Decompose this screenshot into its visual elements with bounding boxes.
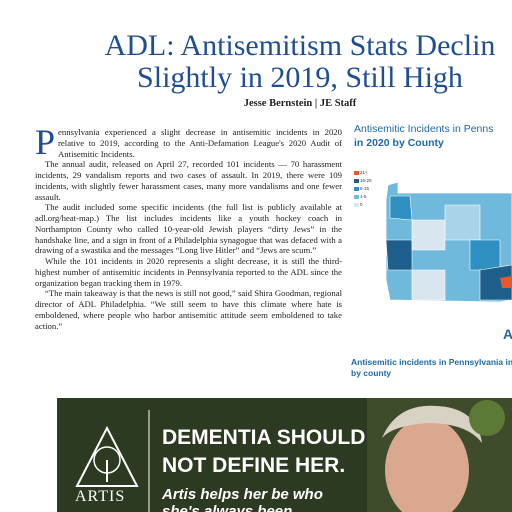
logo-triangle [75, 425, 139, 487]
adl-logo: A [503, 326, 512, 342]
map-title: in 2020 by County [354, 137, 444, 149]
legend-swatch [354, 195, 359, 199]
photo-leaves [469, 400, 505, 436]
map-caption: by county [351, 368, 392, 378]
legend-label: 21+ [360, 170, 368, 175]
county [444, 204, 481, 241]
drop-cap: P [35, 122, 56, 162]
paragraph: The annual audit, released on April 27, … [35, 159, 342, 202]
map-title: Antisemitic Incidents in Penns [354, 123, 494, 135]
county [385, 239, 413, 271]
byline: Jesse Bernstein | JE Staff [243, 98, 357, 109]
photo-hair [382, 405, 482, 443]
headline: ADL: Antisemitism Stats Declin [104, 29, 496, 62]
county [411, 269, 446, 301]
ad-tagline: Artis helps her be who [162, 486, 323, 503]
photo-face [385, 418, 469, 512]
headline: Slightly in 2019, Still High [137, 61, 463, 94]
county [411, 219, 446, 251]
legend-label: 6-15 [360, 186, 370, 191]
advertisement: ARTIS DEMENTIA SHOULD NOT DEFINE HER. Ar… [57, 398, 512, 512]
paragraph: “The main takeaway is that the news is s… [35, 288, 342, 331]
ad-graphic [75, 398, 512, 512]
legend-label: 0 [360, 202, 363, 207]
map-caption: Antisemitic incidents in Pennsylvania in [351, 357, 512, 367]
paragraph: While the 101 incidents in 2020 represen… [35, 256, 342, 288]
ad-logo: ARTIS [75, 488, 126, 505]
legend-label: 16-20 [360, 178, 372, 183]
county [500, 276, 512, 288]
ad-headline: DEMENTIA SHOULD [162, 426, 366, 449]
map-graphic [354, 171, 512, 303]
county [479, 264, 512, 301]
paragraph-text: ennsylvania experienced a slight decreas… [58, 127, 342, 159]
ad-tagline: she's always been. [162, 503, 297, 512]
county [389, 195, 413, 221]
paragraph: The audit included some specific inciden… [35, 202, 342, 256]
legend-swatch [354, 187, 359, 191]
legend-label: 1-5 [360, 194, 367, 199]
county [469, 239, 501, 271]
legend-swatch [354, 203, 359, 207]
legend-swatch [354, 171, 359, 175]
ad-headline: NOT DEFINE HER. [162, 454, 346, 477]
legend-swatch [354, 179, 359, 183]
